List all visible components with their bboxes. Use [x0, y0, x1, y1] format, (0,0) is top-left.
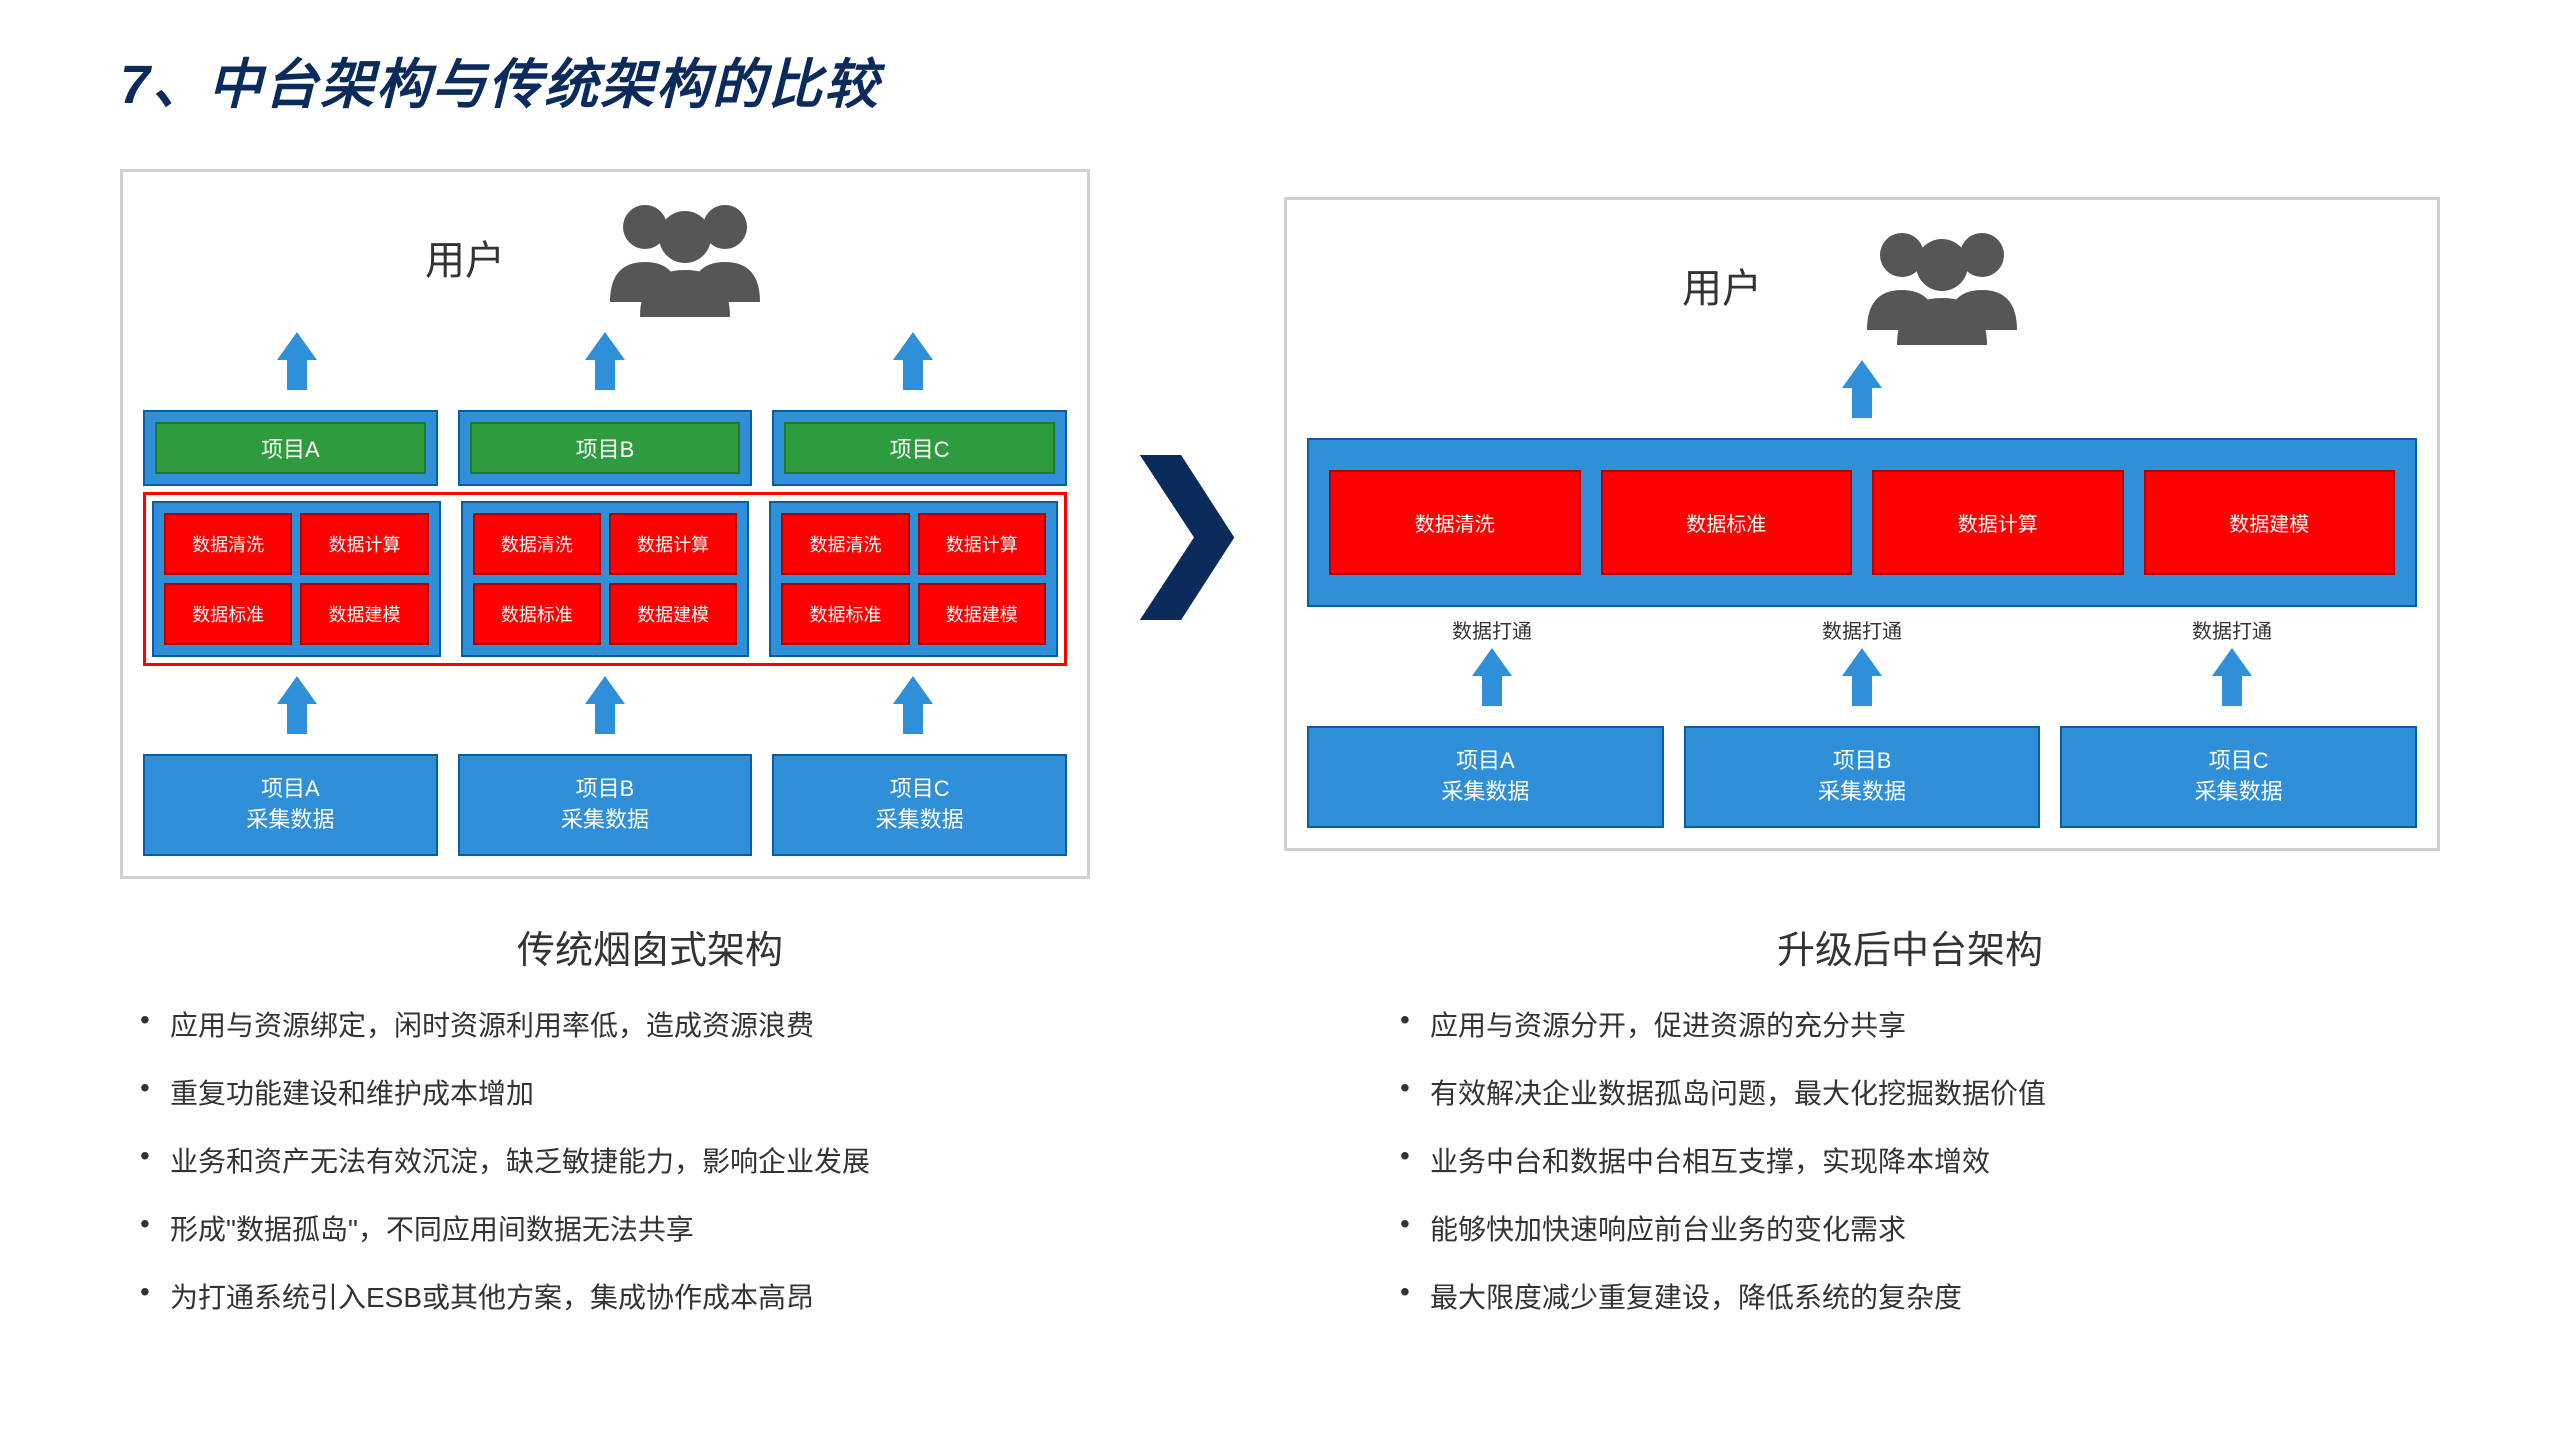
collect-row: 项目A 采集数据 项目B 采集数据 项目C 采集数据: [143, 754, 1067, 856]
bullet-item: 业务和资产无法有效沉淀，缺乏敏捷能力，影响企业发展: [140, 1140, 1180, 1180]
bullet-item: 重复功能建设和维护成本增加: [140, 1072, 1180, 1112]
data-through: 数据打通: [2192, 615, 2272, 676]
page-title: 7、中台架构与传统架构的比较: [120, 40, 2440, 119]
collect-box: 项目C 采集数据: [772, 754, 1067, 856]
op-box: 数据标准: [473, 583, 601, 645]
red-outline-box: 数据清洗 数据计算 数据标准 数据建模 数据清洗 数据计算 数据标准 数据建模: [143, 492, 1067, 666]
op-box: 数据计算: [300, 513, 428, 575]
op-box: 数据计算: [1872, 470, 2123, 575]
project-col: 项目A: [143, 410, 438, 486]
arrow-up-icon: [1472, 648, 1512, 676]
project-ops-col: 数据清洗 数据计算 数据标准 数据建模: [152, 501, 441, 657]
arrow-up-icon: [893, 332, 933, 360]
project-header-row: 项目A 项目B 项目C: [143, 410, 1067, 486]
arrow-up-icon: [277, 332, 317, 360]
bullet-item: 有效解决企业数据孤岛问题，最大化挖掘数据价值: [1400, 1072, 2440, 1112]
project-ops-col: 数据清洗 数据计算 数据标准 数据建模: [769, 501, 1058, 657]
op-box: 数据计算: [609, 513, 737, 575]
user-label-right: 用户: [1682, 256, 1762, 314]
users-icon: [1842, 220, 2042, 350]
data-through-row: 数据打通 数据打通 数据打通: [1307, 615, 2417, 676]
users-icon: [585, 192, 785, 322]
collect-box: 项目B 采集数据: [458, 754, 753, 856]
op-box: 数据计算: [918, 513, 1046, 575]
arrow-up-icon: [277, 676, 317, 704]
collect-box: 项目B 采集数据: [1684, 726, 2041, 828]
right-subtitle: 升级后中台架构: [1380, 919, 2440, 974]
data-through: 数据打通: [1822, 615, 1902, 676]
data-through-label: 数据打通: [2192, 615, 2272, 644]
data-through: 数据打通: [1452, 615, 1532, 676]
op-box: 数据标准: [164, 583, 292, 645]
op-box: 数据清洗: [1329, 470, 1580, 575]
bullet-item: 业务中台和数据中台相互支撑，实现降本增效: [1400, 1140, 2440, 1180]
arrow-up-icon: [1842, 648, 1882, 676]
chevron-right-icon: ❯: [1120, 444, 1254, 604]
op-box: 数据标准: [781, 583, 909, 645]
op-box: 数据建模: [2144, 470, 2395, 575]
op-box: 数据建模: [918, 583, 1046, 645]
op-box: 数据清洗: [781, 513, 909, 575]
project-header: 项目B: [470, 422, 741, 474]
arrow-up-icon: [585, 332, 625, 360]
left-sub-col: 传统烟囱式架构 应用与资源绑定，闲时资源利用率低，造成资源浪费 重复功能建设和维…: [120, 919, 1180, 1344]
right-sub-col: 升级后中台架构 应用与资源分开，促进资源的充分共享 有效解决企业数据孤岛问题，最…: [1380, 919, 2440, 1344]
data-through-label: 数据打通: [1822, 615, 1902, 644]
right-panel: 用户 数据清洗 数据标准 数据计算 数据建模 数: [1284, 197, 2440, 851]
left-subtitle: 传统烟囱式架构: [120, 919, 1180, 974]
collect-box: 项目A 采集数据: [143, 754, 438, 856]
arrow-up-icon: [1842, 360, 1882, 388]
arrow-up-icon: [893, 676, 933, 704]
bullet-item: 应用与资源分开，促进资源的充分共享: [1400, 1004, 2440, 1044]
diagram-row: 用户 项目A 项目B: [120, 169, 2440, 879]
bullet-item: 为打通系统引入ESB或其他方案，集成协作成本高昂: [140, 1276, 1180, 1316]
project-col: 项目B: [458, 410, 753, 486]
subtitle-bullets-row: 传统烟囱式架构 应用与资源绑定，闲时资源利用率低，造成资源浪费 重复功能建设和维…: [120, 919, 2440, 1344]
arrow-up-icon: [585, 676, 625, 704]
bullet-item: 能够快加快速响应前台业务的变化需求: [1400, 1208, 2440, 1248]
user-label-left: 用户: [425, 228, 505, 286]
op-box: 数据标准: [1601, 470, 1852, 575]
left-bullets: 应用与资源绑定，闲时资源利用率低，造成资源浪费 重复功能建设和维护成本增加 业务…: [120, 1004, 1180, 1316]
op-box: 数据清洗: [164, 513, 292, 575]
project-col: 项目C: [772, 410, 1067, 486]
op-box: 数据清洗: [473, 513, 601, 575]
left-panel: 用户 项目A 项目B: [120, 169, 1090, 879]
platform-box: 数据清洗 数据标准 数据计算 数据建模: [1307, 438, 2417, 607]
collect-row: 项目A 采集数据 项目B 采集数据 项目C 采集数据: [1307, 726, 2417, 828]
bullet-item: 最大限度减少重复建设，降低系统的复杂度: [1400, 1276, 2440, 1316]
right-bullets: 应用与资源分开，促进资源的充分共享 有效解决企业数据孤岛问题，最大化挖掘数据价值…: [1380, 1004, 2440, 1316]
collect-box: 项目C 采集数据: [2060, 726, 2417, 828]
project-header: 项目A: [155, 422, 426, 474]
bullet-item: 形成"数据孤岛"，不同应用间数据无法共享: [140, 1208, 1180, 1248]
project-ops-col: 数据清洗 数据计算 数据标准 数据建模: [461, 501, 750, 657]
project-header: 项目C: [784, 422, 1055, 474]
op-box: 数据建模: [300, 583, 428, 645]
bullet-item: 应用与资源绑定，闲时资源利用率低，造成资源浪费: [140, 1004, 1180, 1044]
arrow-up-icon: [2212, 648, 2252, 676]
collect-box: 项目A 采集数据: [1307, 726, 1664, 828]
data-through-label: 数据打通: [1452, 615, 1532, 644]
op-box: 数据建模: [609, 583, 737, 645]
